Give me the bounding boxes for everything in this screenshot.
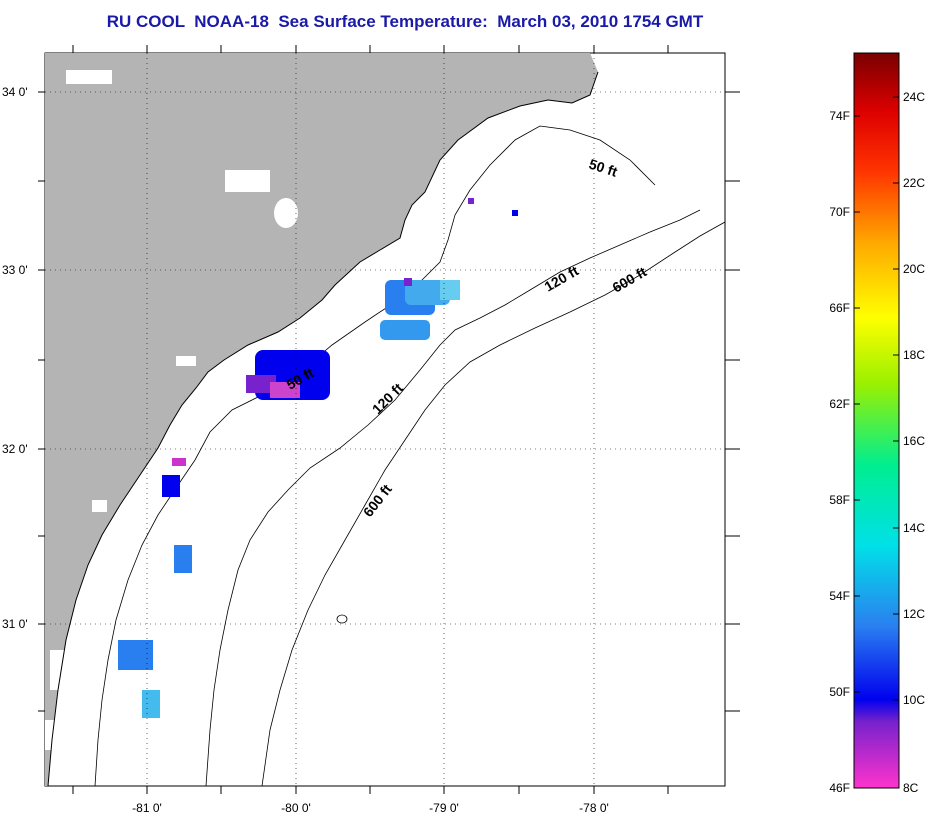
colorbar-label-58f: 58F [829,493,850,507]
seamount-contour [336,614,348,624]
lon-label-78: -78 0' [579,801,609,815]
lat-label-31: 31 0' [2,617,28,631]
colorbar-label-22c: 22C [903,176,925,190]
sst-data-patches [118,198,518,718]
lon-label-80: -80 0' [281,801,311,815]
lat-label-34: 34 0' [2,85,28,99]
lat-label-32: 32 0' [2,442,28,456]
map-panel: 34 0' 33 0' 32 0' 31 0' -81 0' -80 0' -7… [2,45,740,815]
axis-ticks [38,45,740,794]
map-title: RU COOL NOAA-18 Sea Surface Temperature:… [106,12,704,31]
colorbar-label-66f: 66F [829,301,850,315]
colorbar-label-70f: 70F [829,205,850,219]
colorbar-f-ticks [854,96,899,701]
isobath-600ft [261,221,725,786]
coastline [47,71,599,786]
colorbar-label-18c: 18C [903,348,925,362]
lon-label-81: -81 0' [132,801,162,815]
colorbar-label-10c: 10C [903,693,925,707]
lon-label-79: -79 0' [429,801,459,815]
colorbar-label-14c: 14C [903,521,925,535]
colorbar-label-62f: 62F [829,397,850,411]
isobath-120ft [205,209,701,786]
colorbar-label-50f: 50F [829,685,850,699]
colorbar-label-74f: 74F [829,109,850,123]
colorbar-label-8c: 8C [903,781,919,795]
colorbar-label-16c: 16C [903,434,925,448]
isobath-50ft [94,125,656,786]
colorbar-label-46f: 46F [829,781,850,795]
colorbar-label-24c: 24C [903,90,925,104]
cloud-patches [45,70,354,750]
colorbar: 74F 70F 66F 62F 58F 54F 50F 46F 24C 22C … [829,52,925,795]
lat-label-33: 33 0' [2,263,28,277]
land-area [45,53,598,786]
colorbar-label-54f: 54F [829,589,850,603]
colorbar-gradient [853,52,900,789]
colorbar-label-20c: 20C [903,262,925,276]
graticule [45,53,725,786]
colorbar-label-12c: 12C [903,607,925,621]
